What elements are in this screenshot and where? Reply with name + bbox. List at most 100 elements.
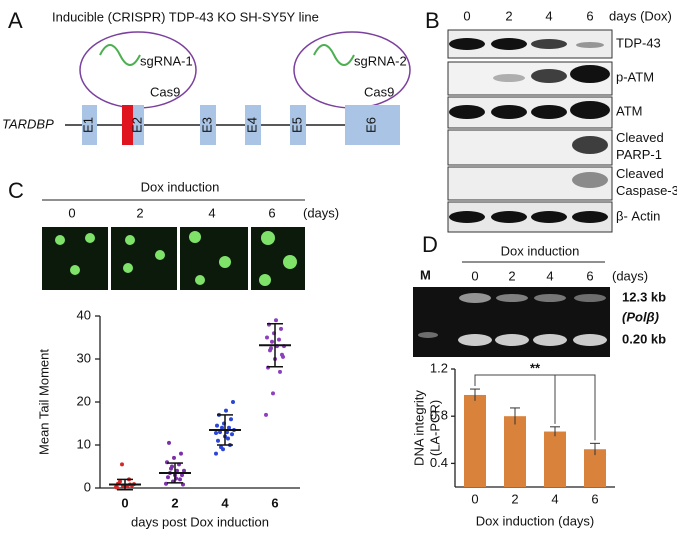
data-point xyxy=(167,440,171,445)
data-point xyxy=(226,436,230,441)
data-point xyxy=(172,455,176,460)
data-point xyxy=(271,391,275,396)
data-point xyxy=(279,326,283,331)
y-tick-label: 10 xyxy=(77,436,91,451)
comet xyxy=(259,274,271,286)
day-label: 4 xyxy=(546,268,553,283)
bar xyxy=(544,431,566,487)
x-axis-label: Dox induction (days) xyxy=(476,513,595,528)
day-label: 2 xyxy=(136,205,143,220)
band xyxy=(491,105,527,119)
comet xyxy=(125,235,135,245)
guide-name: sgRNA-2 xyxy=(354,53,407,68)
blot-label: p-ATM xyxy=(616,69,654,84)
exon-label: E3 xyxy=(199,117,214,133)
gel-band xyxy=(574,294,606,302)
data-point xyxy=(182,468,186,473)
day-label: 4 xyxy=(545,8,552,23)
data-point xyxy=(269,346,273,351)
y-tick-label: 0 xyxy=(84,479,91,494)
data-point xyxy=(231,400,235,404)
x-tick-label: 2 xyxy=(511,491,518,506)
band xyxy=(491,38,527,50)
panel-title: Inducible (CRISPR) TDP-43 KO SH-SY5Y lin… xyxy=(52,9,319,24)
bar xyxy=(504,416,526,487)
y-axis-label: Mean Tail Moment xyxy=(36,349,51,455)
panel-header: Dox induction xyxy=(141,179,220,194)
data-point xyxy=(270,339,274,344)
data-point xyxy=(166,475,170,480)
blot-label: Cleaved xyxy=(616,130,664,145)
x-tick-label: 0 xyxy=(121,495,128,510)
gel-band xyxy=(495,334,529,346)
day-unit: (days) xyxy=(303,205,339,220)
gel-band xyxy=(418,332,438,338)
day-label: 0 xyxy=(463,8,470,23)
data-point xyxy=(220,425,224,430)
y-tick-label: 0.4 xyxy=(430,455,448,470)
comet-images xyxy=(42,227,305,290)
comet xyxy=(195,275,205,285)
data-point xyxy=(264,412,268,417)
panel-letter: D xyxy=(422,232,438,257)
significance-bracket xyxy=(474,374,596,441)
gel xyxy=(413,287,610,357)
x-tick-label: 2 xyxy=(171,495,178,510)
data-point xyxy=(219,445,223,450)
data-point xyxy=(179,451,183,456)
blots xyxy=(447,29,613,233)
x-tick-label: 6 xyxy=(591,491,598,506)
comet xyxy=(123,263,133,273)
bar xyxy=(464,394,486,487)
x-tick-label: 6 xyxy=(271,495,278,510)
comet xyxy=(261,231,275,245)
data-point xyxy=(225,430,229,435)
sgrna-icon xyxy=(313,44,355,66)
blot-label: β- Actin xyxy=(616,208,660,223)
exon-label: E1 xyxy=(80,117,95,133)
band xyxy=(449,38,485,50)
comet xyxy=(70,265,80,275)
day-label: 0 xyxy=(68,205,75,220)
data-point xyxy=(229,417,233,422)
data-point xyxy=(277,337,281,342)
band xyxy=(570,65,610,83)
data-point xyxy=(178,477,182,482)
y-tick-label: 20 xyxy=(77,393,91,408)
exon xyxy=(82,105,97,145)
panel-letter: A xyxy=(8,8,23,33)
y-tick-label: 0.8 xyxy=(430,408,448,423)
data-point xyxy=(218,430,222,435)
panel-header: Dox induction xyxy=(501,243,580,258)
blot-label: TDP-43 xyxy=(616,35,661,50)
enzyme-name: Cas9 xyxy=(364,84,394,99)
y-tick-label: 1.2 xyxy=(430,360,448,375)
exon xyxy=(245,105,261,145)
exon-target xyxy=(122,105,133,145)
blot-label: Cleaved xyxy=(616,166,664,181)
blot xyxy=(447,166,613,201)
y-axis-label: (LA-PCR) xyxy=(427,400,442,456)
band xyxy=(449,211,485,223)
day-label: 6 xyxy=(586,268,593,283)
exon xyxy=(200,105,216,145)
blot-label: PARP-1 xyxy=(616,147,662,162)
comet xyxy=(219,256,231,268)
day-label: 0 xyxy=(471,268,478,283)
y-axis-label: DNA integrity xyxy=(411,390,426,466)
data-point xyxy=(180,473,184,478)
data-point xyxy=(215,423,219,428)
gene-name: (Polβ) xyxy=(622,309,659,324)
data-point xyxy=(175,468,179,473)
y-tick-label: 30 xyxy=(77,350,91,365)
sgrna-icon xyxy=(99,44,141,66)
x-tick-label: 4 xyxy=(221,495,229,510)
data-point xyxy=(115,485,119,490)
band xyxy=(531,211,567,223)
gel-band xyxy=(459,293,491,303)
exon-label: E5 xyxy=(289,117,304,133)
x-tick-label: 0 xyxy=(471,491,478,506)
data-point xyxy=(214,430,218,435)
exon-label: E4 xyxy=(244,117,259,133)
